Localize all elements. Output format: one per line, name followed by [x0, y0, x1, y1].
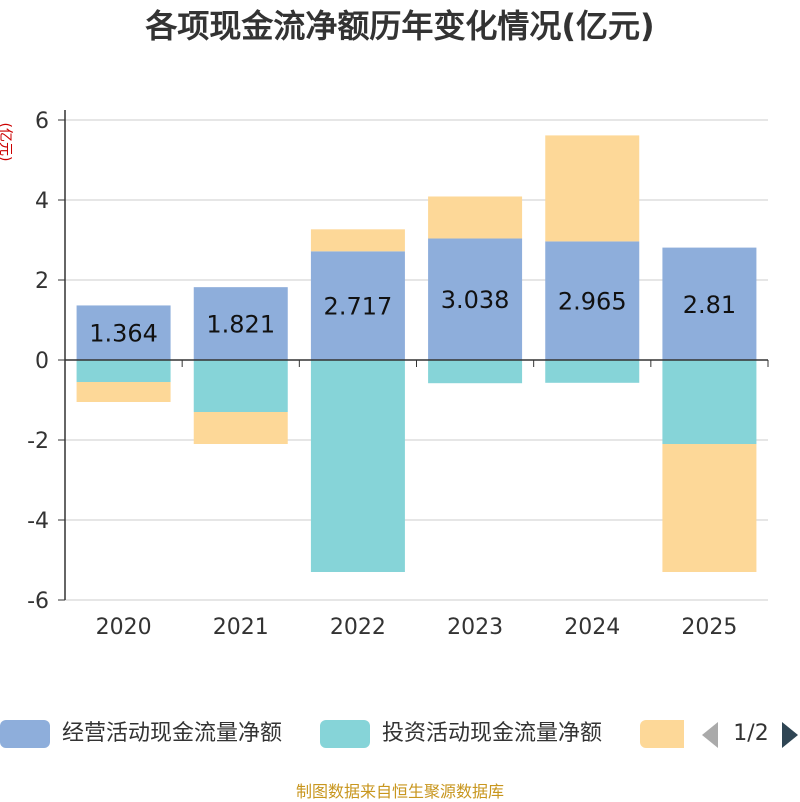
bar-series-0-2024 [545, 241, 640, 360]
bar-series-2-2022 [310, 229, 405, 252]
y-tick-label: 6 [35, 109, 49, 134]
y-tick-label: 2 [35, 269, 49, 294]
data-label-2020: 1.364 [89, 320, 158, 348]
legend: 经营活动现金流量净额 投资活动现金流量净额 [0, 716, 800, 752]
bar-series-2-2024 [545, 135, 640, 242]
x-tick-label-2022: 2022 [330, 615, 386, 640]
bar-series-0-2023 [428, 238, 523, 360]
bar-series-1-2025 [662, 360, 757, 444]
legend-swatch-financing [640, 720, 684, 748]
legend-swatch-investing [320, 720, 370, 748]
bar-series-1-2023 [428, 360, 523, 384]
data-label-2021: 1.821 [206, 311, 275, 339]
data-label-2024: 2.965 [558, 288, 627, 316]
y-tick-label: -6 [27, 589, 49, 614]
bar-series-0-2022 [310, 251, 405, 360]
bar-series-2-2020 [76, 382, 171, 402]
x-tick-label-2023: 2023 [447, 615, 503, 640]
bar-series-2-2021 [193, 412, 288, 444]
bar-series-1-2020 [76, 360, 171, 382]
chart-title: 各项现金流净额历年变化情况(亿元) [145, 7, 655, 45]
legend-page-indicator: 1/2 [733, 721, 769, 746]
y-tick-label: 4 [35, 189, 49, 214]
x-tick-label-2020: 2020 [96, 615, 152, 640]
legend-prev-page-icon[interactable] [702, 722, 718, 748]
bar-series-0-2020 [76, 305, 171, 360]
legend-label-investing: 投资活动现金流量净额 [382, 721, 603, 746]
bar-series-0-2025 [662, 247, 757, 360]
y-tick-label: 0 [35, 349, 49, 374]
bar-series-1-2022 [310, 360, 405, 572]
bar-series-1-2021 [193, 360, 288, 412]
footer-source: 制图数据来自恒生聚源数据库 [295, 782, 504, 801]
bar-series-0-2021 [193, 287, 288, 360]
data-label-2023: 3.038 [441, 286, 510, 314]
chart-plot: 6 4 2 0 -2 -4 -6 2020 2021 2022 2023 2024 2025 1.364… [27, 109, 769, 640]
bar-series-2-2025 [662, 444, 757, 572]
bar-series-1-2024 [545, 360, 640, 383]
x-tick-label-2024: 2024 [564, 615, 620, 640]
data-label-2022: 2.717 [324, 293, 393, 321]
legend-label-operating: 经营活动现金流量净额 [62, 721, 283, 746]
legend-next-page-icon[interactable] [782, 722, 798, 748]
data-label-2025: 2.81 [683, 291, 736, 319]
y-tick-label: -2 [27, 429, 49, 454]
y-tick-label: -4 [27, 509, 49, 534]
bar-series-2-2023 [428, 196, 523, 239]
legend-swatch-operating [0, 720, 50, 748]
x-tick-label-2021: 2021 [213, 615, 269, 640]
x-tick-label-2025: 2025 [681, 615, 737, 640]
